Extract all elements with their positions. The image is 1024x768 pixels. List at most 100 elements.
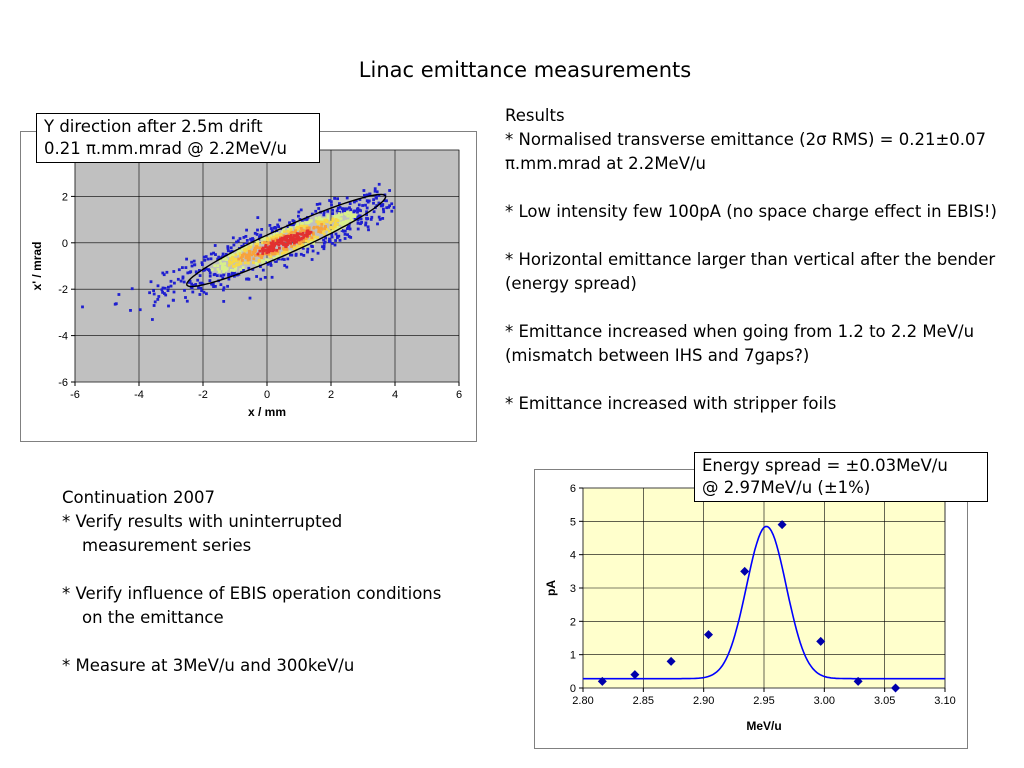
scatter-point	[238, 237, 242, 240]
results-item-horizontal: * Horizontal emittance larger than verti…	[505, 250, 996, 293]
scatter-point	[340, 213, 343, 217]
data-point	[853, 676, 863, 686]
emittance-callout-line1: Y direction after 2.5m drift	[44, 117, 263, 136]
scatter-point	[340, 222, 344, 226]
scatter-point	[169, 284, 173, 288]
scatter-point	[210, 268, 214, 272]
scatter-point	[311, 231, 315, 235]
scatter-point	[308, 231, 311, 235]
scatter-point	[388, 189, 391, 192]
scatter-point	[289, 253, 292, 257]
scatter-point	[256, 252, 260, 256]
scatter-point	[297, 232, 301, 236]
scatter-point	[240, 270, 243, 274]
scatter-point	[256, 263, 259, 266]
scatter-point	[254, 254, 257, 257]
scatter-point	[275, 232, 279, 235]
scatter-point	[278, 246, 281, 250]
scatter-point	[313, 238, 317, 242]
scatter-point	[259, 233, 263, 237]
scatter-point	[325, 220, 329, 224]
scatter-point	[321, 218, 325, 221]
scatter-point	[291, 236, 295, 240]
scatter-point	[282, 247, 286, 250]
scatter-point	[245, 228, 248, 232]
scatter-point	[316, 251, 320, 255]
y-tick-label: 0	[570, 683, 576, 695]
scatter-point	[255, 275, 258, 278]
scatter-point	[275, 241, 278, 245]
scatter-point	[331, 229, 334, 233]
scatter-point	[336, 206, 340, 210]
scatter-point	[302, 254, 306, 257]
x-axis-label: MeV/u	[746, 719, 781, 733]
scatter-point	[349, 208, 353, 212]
scatter-point	[163, 292, 166, 295]
scatter-point	[348, 227, 352, 231]
scatter-point	[247, 261, 250, 265]
scatter-point	[257, 258, 261, 262]
scatter-point	[183, 289, 186, 292]
scatter-point	[338, 202, 341, 205]
scatter-point	[299, 224, 302, 228]
scatter-point	[216, 264, 220, 268]
scatter-point	[271, 251, 275, 255]
scatter-point	[166, 289, 170, 292]
scatter-point	[206, 257, 210, 261]
scatter-point	[338, 217, 342, 221]
scatter-point	[171, 298, 175, 302]
scatter-point	[353, 215, 357, 218]
scatter-point	[289, 228, 293, 231]
scatter-point	[236, 239, 240, 243]
scatter-point	[310, 244, 313, 248]
scatter-point	[322, 213, 326, 217]
scatter-point	[209, 252, 213, 256]
scatter-point	[343, 207, 347, 211]
scatter-point	[299, 240, 303, 244]
scatter-point	[303, 236, 307, 240]
scatter-point	[167, 304, 170, 308]
scatter-point	[317, 228, 321, 232]
data-point	[816, 636, 826, 646]
scatter-point	[268, 254, 272, 258]
scatter-point	[161, 291, 164, 294]
scatter-point	[213, 264, 216, 268]
scatter-point	[307, 226, 311, 230]
scatter-point	[117, 293, 121, 296]
scatter-point	[310, 239, 314, 243]
scatter-point	[316, 222, 320, 226]
scatter-point	[355, 215, 359, 219]
scatter-point	[339, 221, 342, 225]
scatter-point	[189, 270, 193, 274]
scatter-point	[234, 266, 238, 269]
scatter-point	[296, 222, 299, 226]
scatter-point	[323, 240, 327, 244]
scatter-point	[286, 257, 290, 261]
x-tick-label: 3.10	[934, 695, 955, 707]
continuation-item-verify-results: * Verify results with uninterrupted meas…	[62, 512, 343, 555]
scatter-point	[285, 249, 289, 253]
scatter-point	[190, 282, 194, 286]
scatter-point	[247, 245, 251, 249]
scatter-point	[317, 226, 320, 230]
scatter-point	[152, 292, 156, 296]
scatter-point	[247, 266, 251, 270]
scatter-point	[334, 218, 338, 221]
scatter-point	[237, 250, 240, 254]
scatter-point	[291, 239, 294, 242]
scatter-point	[370, 215, 374, 219]
scatter-point	[244, 235, 248, 238]
scatter-point	[350, 215, 353, 218]
scatter-point	[272, 248, 276, 252]
scatter-point	[149, 280, 153, 284]
scatter-point	[376, 222, 379, 226]
scatter-point	[260, 228, 264, 231]
scatter-point	[365, 210, 368, 214]
scatter-point	[261, 252, 265, 255]
scatter-point	[273, 235, 277, 239]
scatter-point	[269, 264, 273, 267]
scatter-point	[226, 246, 230, 250]
scatter-point	[298, 218, 302, 221]
scatter-point	[300, 243, 304, 246]
